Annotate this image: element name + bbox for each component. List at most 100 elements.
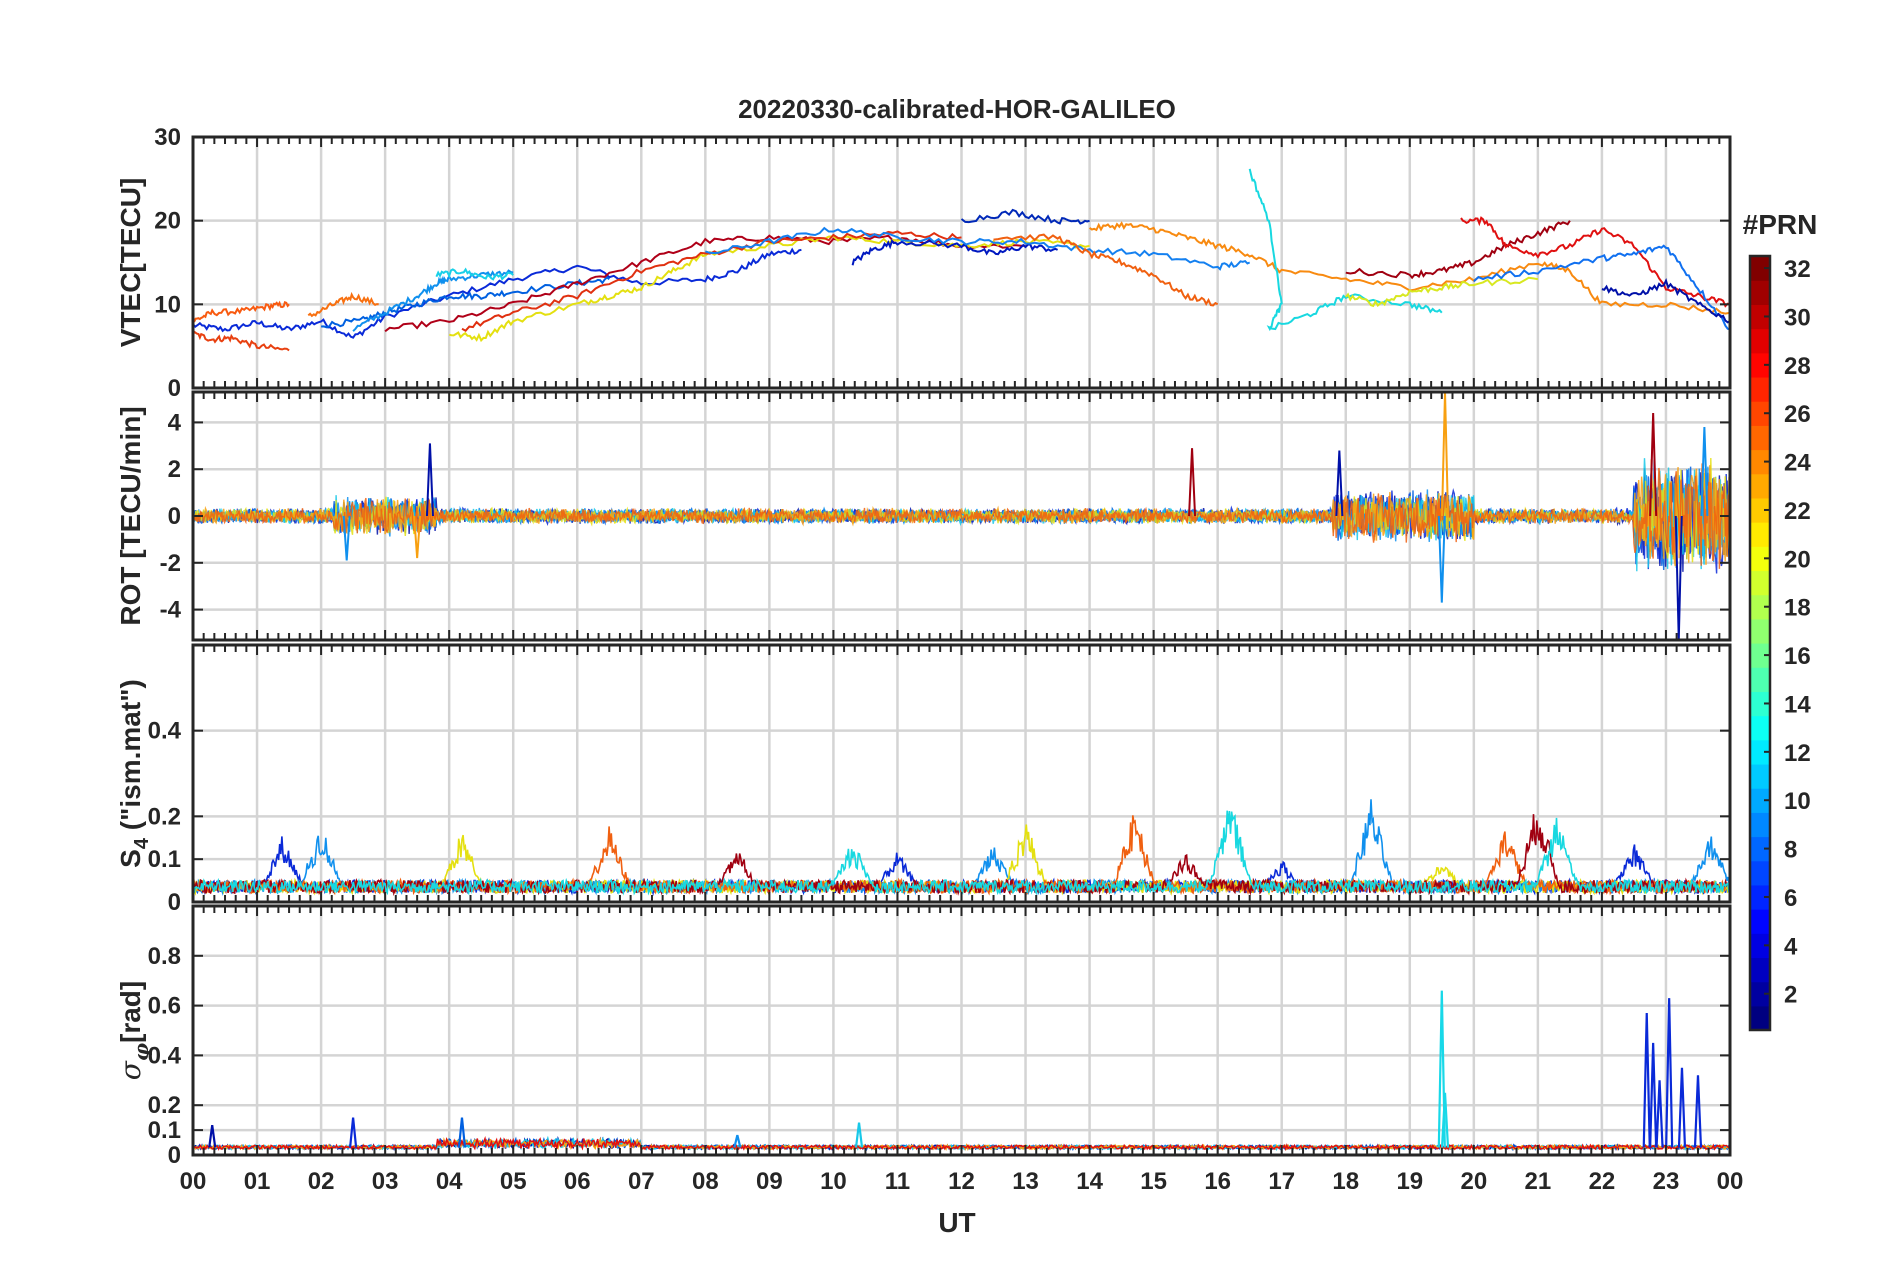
sigma-spike-1 <box>208 1124 217 1148</box>
x-tick-label: 02 <box>308 1168 335 1195</box>
colorbar-tick-label: 8 <box>1784 837 1797 864</box>
x-tick-label: 13 <box>1012 1168 1039 1195</box>
x-tick-label: 22 <box>1589 1168 1616 1195</box>
y-tick-label: 0.2 <box>148 803 181 830</box>
series-line-2 <box>193 300 290 323</box>
sigma-spike-5 <box>854 1122 864 1148</box>
colorbar-bin <box>1750 981 1770 1007</box>
rot-spike-10 <box>1700 427 1709 517</box>
colorbar-bin <box>1750 667 1770 692</box>
y-tick-label: 10 <box>154 291 181 318</box>
series-line-1 <box>193 247 802 339</box>
series-line-21 <box>1601 278 1730 324</box>
rot-spike-5 <box>1335 450 1344 517</box>
panel-data <box>193 392 1730 640</box>
sigma-spike-2 <box>349 1117 358 1148</box>
y-axis-label: VTEC[TECU] <box>115 178 146 348</box>
x-tick-label: 00 <box>1717 1168 1744 1195</box>
colorbar-tick-label: 22 <box>1784 498 1811 525</box>
colorbar-tick-label: 10 <box>1784 788 1811 815</box>
y-tick-label: -2 <box>160 550 181 577</box>
x-tick-label: 09 <box>756 1168 783 1195</box>
colorbar-tick-label: 18 <box>1784 595 1811 622</box>
rot-trace-8 <box>193 463 1730 569</box>
colorbar-bin <box>1750 643 1770 668</box>
rot-spike-2 <box>342 515 351 561</box>
x-tick-label: 08 <box>692 1168 719 1195</box>
sigma-spike-9 <box>1649 1042 1658 1148</box>
y-tick-label: 0.8 <box>148 943 181 970</box>
y-tick-label: 0 <box>168 889 181 916</box>
rot-spike-9 <box>1674 515 1683 640</box>
x-tick-label: 21 <box>1525 1168 1552 1195</box>
y-tick-label: 0.2 <box>148 1092 181 1119</box>
colorbar-bin <box>1750 449 1770 475</box>
y-axis-label: S4 ("ism.mat") <box>115 679 153 868</box>
colorbar-bin <box>1750 594 1770 620</box>
panel-3: 0 0.1 0.2 0.4S4 ("ism.mat") <box>115 643 1732 916</box>
y-tick-label: 0.4 <box>148 1042 182 1069</box>
sigma-spike-4 <box>733 1134 742 1148</box>
y-tick-label: 0 <box>168 503 181 530</box>
x-axis-label: UT <box>938 1207 975 1238</box>
sigma-spike-10 <box>1655 1080 1664 1148</box>
colorbar-bin <box>1750 618 1770 644</box>
x-tick-label: 18 <box>1332 1168 1359 1195</box>
colorbar-tick-label: 32 <box>1784 256 1811 283</box>
colorbar-tick-label: 2 <box>1784 982 1797 1009</box>
colorbar-bin <box>1750 280 1770 305</box>
y-tick-label: 0.1 <box>148 846 181 873</box>
colorbar-tick-label: 26 <box>1784 401 1811 428</box>
colorbar-bin <box>1750 522 1770 547</box>
x-tick-label: 23 <box>1653 1168 1680 1195</box>
colorbar-bin <box>1750 328 1770 354</box>
colorbar-bin <box>1750 884 1770 910</box>
colorbar-tick-label: 12 <box>1784 740 1811 767</box>
colorbar-bin <box>1750 376 1770 402</box>
x-tick-label: 10 <box>820 1168 847 1195</box>
y-tick-label: 0 <box>168 1142 181 1169</box>
rot-spike-3 <box>413 515 422 559</box>
y-tick-label: 20 <box>154 208 181 235</box>
colorbar-bin <box>1750 788 1770 813</box>
x-tick-label: 15 <box>1140 1168 1167 1195</box>
panel-1: 0 10 20 30 VTEC[TECU] <box>115 124 1732 402</box>
series-line-15 <box>1089 221 1730 315</box>
colorbar-bin <box>1750 401 1770 426</box>
rot-spike-1 <box>425 443 434 517</box>
colorbar-tick-label: 16 <box>1784 643 1811 670</box>
x-tick-label: 19 <box>1396 1168 1423 1195</box>
colorbar-bin <box>1750 425 1770 451</box>
x-tick-label: 01 <box>244 1168 271 1195</box>
series-line-16 <box>1248 168 1443 332</box>
series-line-13 <box>960 208 1090 225</box>
y-tick-label: 2 <box>168 456 181 483</box>
series-line-12 <box>705 226 1251 271</box>
colorbar-tick-label: 24 <box>1784 450 1811 477</box>
colorbar-bin <box>1750 473 1770 499</box>
x-tick-label: 14 <box>1076 1168 1103 1195</box>
rot-spike-6 <box>1437 515 1446 603</box>
series-line-14 <box>993 233 1219 307</box>
colorbar-bin <box>1750 715 1770 741</box>
y-tick-label: 0.1 <box>148 1117 181 1144</box>
x-tick-label: 11 <box>885 1168 910 1195</box>
x-tick-label: 04 <box>436 1168 463 1195</box>
series-line-18 <box>1460 216 1730 308</box>
colorbar-tick-label: 14 <box>1784 691 1811 718</box>
series-line-5 <box>307 291 379 318</box>
y-tick-label: 4 <box>168 409 182 436</box>
sigma-spike-11 <box>1665 998 1674 1148</box>
colorbar-label: #PRN <box>1743 209 1818 240</box>
colorbar-bin <box>1750 304 1770 330</box>
series-line-4 <box>321 275 610 329</box>
x-tick-label: 20 <box>1460 1168 1487 1195</box>
series-line-20 <box>1473 244 1730 331</box>
y-tick-label: 0 <box>168 375 181 402</box>
colorbar-bin <box>1750 812 1770 838</box>
y-axis-label: σφ[rad] <box>114 981 153 1080</box>
colorbar-tick-label: 30 <box>1784 304 1811 331</box>
